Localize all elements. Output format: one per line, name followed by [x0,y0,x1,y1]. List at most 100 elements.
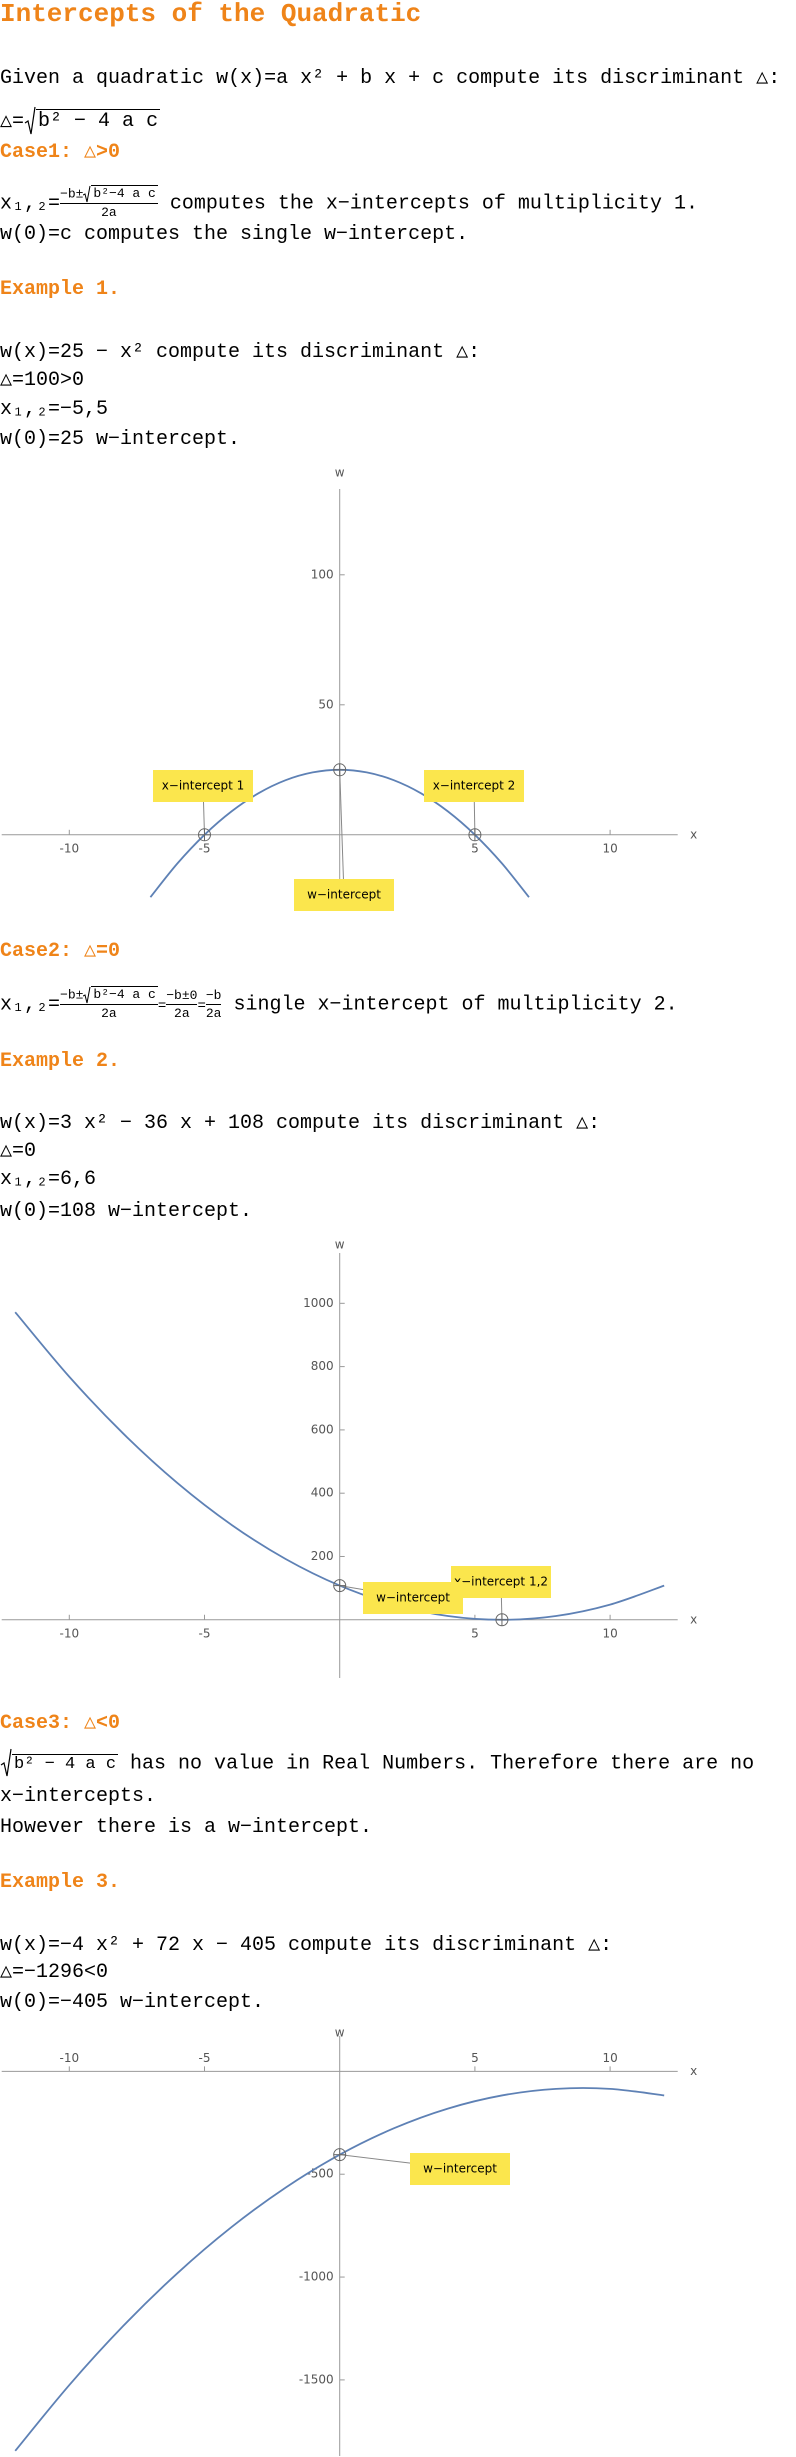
x-axis-label: x [690,2064,697,2078]
text: compute its discriminant △: [456,67,781,90]
text-line: △=−1296<0 [0,1961,109,1984]
equals: = [197,998,206,1015]
text-line: However there is a w−intercept. [0,1816,373,1839]
radicand: b² − 4 a c [36,109,161,134]
x-tick-label: 5 [471,2051,479,2065]
text-line: w(0)=25 w−intercept. [0,428,241,451]
formula: w(x)=a x² + b x + c [216,67,445,90]
case-heading: Case1: △>0 [0,141,121,164]
text: has no value in Real Numbers. Therefore … [0,1752,755,1809]
fraction: −b±0 2a [166,987,198,1022]
discriminant-line: △= b² − 4 a c [0,106,794,136]
callout: x−intercept 1,2 [454,1575,548,1589]
callout: w−intercept [307,888,381,902]
intercept-marker [468,828,482,842]
radicand: b²−4 a c [91,986,158,1003]
y-tick-label: 1000 [303,1296,334,1310]
numerator: −b± [60,186,84,202]
fraction: −b 2a [205,987,222,1022]
radicand: b²−4 a c [91,185,158,202]
callout-box [410,2153,510,2185]
x-axis-label: x [690,1612,697,1626]
example-heading: Example 3. [0,1871,121,1894]
y-tick-label: 600 [311,1422,334,1436]
chart: x w -10 -5 5 10 -500 -1000 -1500 w−intercept [1,2026,697,2456]
example-heading: Example 2. [0,1050,121,1073]
chart: x w -10 -5 5 10 50 100 x−intercept 1 x−intercept … [1,466,697,911]
x-tick-label: -10 [59,841,79,855]
y-axis-label: w [335,2026,345,2040]
text: Given a quadratic [0,67,205,90]
denominator: 2a [205,1003,222,1021]
formula: x₁,₂= [0,993,61,1017]
text-line: w(0)=c computes the single w−intercept. [0,223,469,246]
x-tick-label: -5 [199,2051,211,2065]
intercept-marker [198,828,211,842]
text-line: w(0)=−405 w−intercept. [0,1991,265,2014]
radical-sign [0,1748,12,1777]
example-heading: Example 1. [0,278,121,301]
curve [14,1311,665,1621]
radical-sign [24,106,36,135]
case2-formula: x₁,₂= −b± b²−4 a c 2a = −b±0 2a = −b 2a single x−… [0,986,794,1022]
intercept-marker [333,2148,347,2162]
callout: w−intercept [423,2162,497,2176]
x-tick-label: 5 [471,1626,479,1640]
x-tick-label: -5 [199,1626,211,1640]
y-tick-label: -500 [306,2167,333,2181]
text-line: △=0 [0,1140,37,1163]
case1-formula: x₁,₂= −b± b²−4 a c 2a computes the x−interc… [0,185,794,221]
formula: △= [0,110,25,134]
callout-box [451,1566,551,1598]
y-tick-label: 50 [318,697,333,711]
text-line: w(x)=−4 x² + 72 x − 405 compute its disc… [0,1934,613,1957]
y-tick-label: 800 [311,1359,334,1373]
callout-box [424,770,524,802]
denominator: 2a [60,203,158,221]
callout-box [294,879,394,911]
fraction: −b± b²−4 a c 2a [60,986,158,1022]
intercept-marker [333,763,347,777]
x-tick-label: -10 [59,2051,79,2065]
radical-sign [83,185,91,203]
x-tick-label: 10 [602,2051,617,2065]
leader-line [339,769,345,896]
y-tick-label: 100 [311,567,334,581]
denominator: 2a [60,1004,158,1022]
callout: w−intercept [376,1591,450,1605]
text-line: x₁,₂=6,6 [0,1168,97,1191]
denominator: 2a [166,1003,198,1022]
chart: x w -10 -5 5 10 200 400 600 800 1000 x−intercept 1,… [1,1238,697,1678]
case-heading: Case2: △=0 [0,940,121,963]
text: single x−intercept of multiplicity 2. [233,993,678,1017]
x-tick-label: 5 [471,841,479,855]
callout-box [153,770,253,802]
equals: = [157,998,167,1015]
case-heading: Case3: △<0 [0,1712,121,1735]
text-line: w(0)=108 w−intercept. [0,1200,253,1223]
y-tick-label: 200 [311,1549,334,1563]
radicand: b² − 4 a c [12,1754,119,1775]
x-tick-label: -10 [59,1626,79,1640]
formula: x₁,₂= [0,192,61,216]
callout: x−intercept 2 [433,779,516,793]
numerator: −b± [60,987,84,1003]
numerator: −b±0 [166,987,198,1003]
callout-box [363,1582,463,1614]
text-line: x₁,₂=−5,5 [0,398,109,421]
curve [14,2087,665,2452]
y-tick-label: -1000 [299,2270,334,2284]
intercept-marker [495,1613,509,1627]
y-tick-label: 400 [311,1486,334,1500]
intro-line: Given a quadratic w(x)=a x² + b x + c co… [0,67,794,91]
title: Intercepts of the Quadratic [0,0,422,29]
x-tick-label: -5 [199,841,211,855]
x-axis-label: x [690,827,697,841]
text-line: w(x)=3 x² − 36 x + 108 compute its discr… [0,1112,601,1135]
numerator: −b [205,987,222,1003]
radical-sign [83,986,91,1004]
case3-paragraph: b² − 4 a c has no value in Real Numbers.… [0,1748,794,1813]
y-tick-label: -1500 [299,2372,334,2386]
